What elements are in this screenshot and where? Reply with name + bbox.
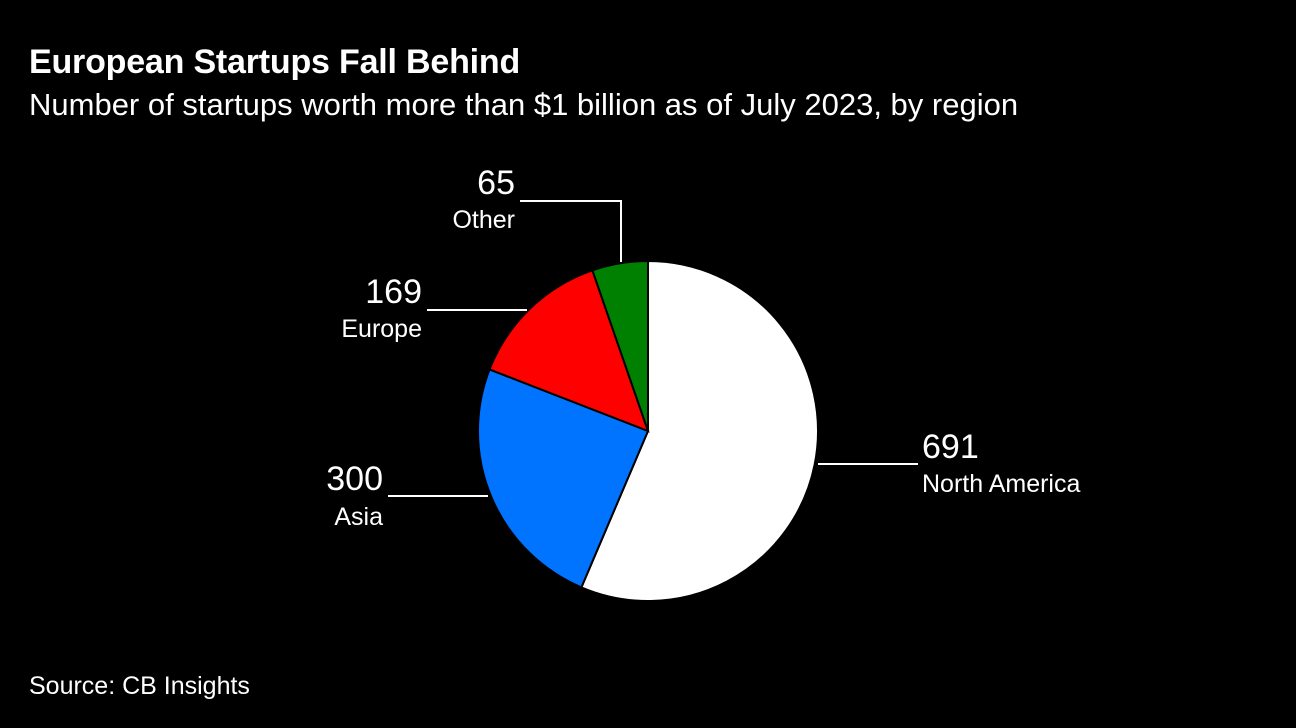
pie-slice-europe xyxy=(488,269,650,433)
value-label-other: 65 xyxy=(477,164,515,202)
chart-title: European Startups Fall Behind xyxy=(29,43,521,81)
pie-slice-north-america xyxy=(580,259,819,602)
category-label-asia: Asia xyxy=(334,503,383,531)
chart-subtitle: Number of startups worth more than $1 bi… xyxy=(29,87,1019,122)
category-label-other: Other xyxy=(452,206,515,234)
value-label-asia: 300 xyxy=(326,460,383,498)
source-note: Source: CB Insights xyxy=(29,672,250,700)
pie-slice-asia xyxy=(476,368,650,589)
leader-line-other xyxy=(520,200,622,262)
pie-slices xyxy=(476,259,819,602)
leader-lines xyxy=(388,200,918,497)
pie-slice-other xyxy=(591,259,649,432)
value-label-europe: 169 xyxy=(365,273,422,311)
slice-labels: 691 North America 300 Asia 169 Europe 65 Other xyxy=(326,164,1080,531)
category-label-europe: Europe xyxy=(341,315,422,343)
value-label-north-america: 691 xyxy=(922,428,979,466)
category-label-north-america: North America xyxy=(922,470,1080,498)
